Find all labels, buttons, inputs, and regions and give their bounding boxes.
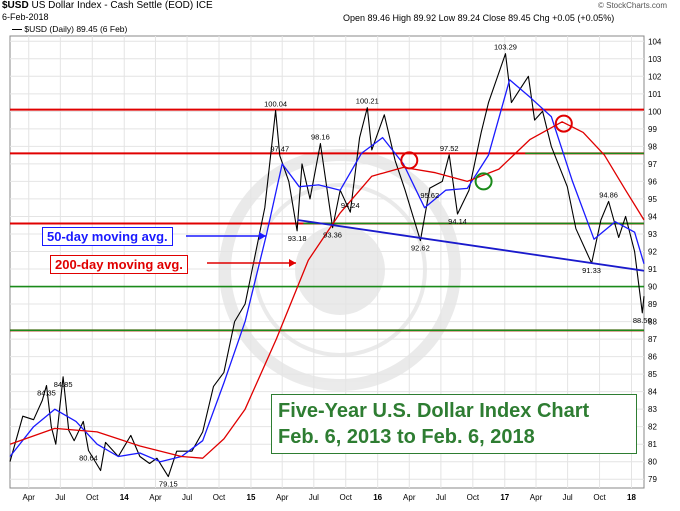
y-tick-label: 101 [648,90,662,99]
callout-arrows [186,232,296,267]
y-tick-label: 89 [648,300,657,309]
x-tick-label: 17 [500,493,509,502]
watermark-seal [219,149,461,391]
x-tick-label: Apr [276,493,289,502]
x-tick-label: Apr [530,493,543,502]
crossover-circle [474,172,493,191]
ohlc-readout: Open 89.46 High 89.92 Low 89.24 Close 89… [343,13,615,23]
data-label: 98.16 [311,133,330,142]
y-axis-ticks: 79 80 81 82 83 84 85 86 87 88 89 90 91 92 93 94 95 96 97 98… [648,37,662,484]
x-tick-label: Jul [309,493,319,502]
x-tick-label: Apr [403,493,416,502]
data-label: 93.18 [288,234,307,243]
y-tick-label: 103 [648,55,662,64]
ma50-callout: 50-day moving avg. [42,227,173,246]
x-tick-label: Apr [23,493,36,502]
downtrend-line [297,219,645,272]
series-group [9,53,645,478]
ma200-arrow-head [289,259,296,267]
x-tick-label: Jul [562,493,572,502]
chart-header-title: $USD US Dollar Index - Cash Settle (EOD)… [2,0,213,11]
legend-price-label: $USD (Daily) 89.45 (6 Feb) [24,24,128,34]
data-label: 93.36 [323,231,342,240]
data-label: 103.29 [494,43,517,52]
trendline-group [297,219,645,272]
data-label: 95.62 [420,191,439,200]
data-label: 84.35 [37,389,56,398]
index-name: US Dollar Index - Cash Settle (EOD) [31,0,194,11]
y-tick-label: 97 [648,160,657,169]
y-tick-label: 91 [648,265,657,274]
exchange: ICE [195,0,213,11]
horizontal-lines [10,108,644,332]
data-label: 100.04 [264,100,287,109]
y-tick-label: 102 [648,72,662,81]
symbol: $USD [2,0,29,11]
crossover-circle [554,114,573,133]
y-tick-label: 83 [648,405,657,414]
data-label: 91.33 [582,266,601,275]
x-tick-label: 14 [120,493,129,502]
chart-title-line2: Feb. 6, 2013 to Feb. 6, 2018 [278,426,535,448]
chart-title-line1: Five-Year U.S. Dollar Index Chart [278,400,590,422]
y-tick-label: 81 [648,440,657,449]
series-price-line [9,53,645,478]
series-ma50-line [9,79,645,463]
y-tick-label: 94 [648,212,657,221]
data-label: 79.15 [159,480,178,489]
y-tick-label: 104 [648,37,662,46]
x-tick-label: 18 [627,493,636,502]
y-tick-label: 87 [648,335,657,344]
legend-swatch [12,29,22,31]
chart-date: 6-Feb-2018 [2,12,49,22]
y-tick-label: 82 [648,423,657,432]
data-label: 97.47 [270,145,289,154]
data-label: 94.86 [599,190,618,199]
x-tick-label: Oct [467,493,480,502]
chart-title-box: Five-Year U.S. Dollar Index Chart Feb. 6… [271,394,637,454]
x-tick-label: Oct [213,493,226,502]
legend-price: $USD (Daily) 89.45 (6 Feb) [12,24,127,34]
crossover-circle [400,151,419,170]
y-tick-label: 99 [648,125,657,134]
x-tick-label: Oct [340,493,353,502]
x-tick-label: Oct [86,493,99,502]
y-tick-label: 95 [648,195,657,204]
data-label: 92.62 [411,244,430,253]
crossover-circles [400,114,573,191]
y-tick-label: 92 [648,247,657,256]
y-tick-label: 90 [648,283,657,292]
x-tick-label: Jul [55,493,65,502]
y-tick-label: 98 [648,142,657,151]
series-ma200-line [9,121,645,459]
data-label: 80.64 [79,454,98,463]
x-tick-label: Apr [149,493,162,502]
x-axis-ticks: Apr Jul Oct 14 Apr Jul Oct 15 Apr Jul Oct 16 Apr Jul O… [23,493,637,502]
y-tick-label: 96 [648,177,657,186]
y-tick-label: 85 [648,370,657,379]
data-label: 88.50 [633,316,652,325]
ma200-callout: 200-day moving avg. [50,255,188,274]
y-tick-label: 88 [648,318,657,327]
watermark-text: © StockCharts.com [598,1,668,10]
y-tick-label: 93 [648,230,657,239]
data-label: 94.24 [341,201,360,210]
x-tick-label: 16 [373,493,382,502]
y-tick-label: 79 [648,475,657,484]
x-tick-label: Jul [436,493,446,502]
y-tick-label: 86 [648,353,657,362]
x-tick-label: 15 [247,493,256,502]
y-tick-label: 80 [648,458,657,467]
data-label: 84.85 [54,380,73,389]
x-tick-label: Jul [182,493,192,502]
x-tick-label: Oct [593,493,606,502]
y-tick-label: 84 [648,388,657,397]
y-tick-label: 100 [648,107,662,116]
data-label: 94.14 [448,217,467,226]
data-label: 100.21 [356,97,379,106]
data-label: 97.52 [440,144,459,153]
ma50-arrow-head [259,232,266,240]
